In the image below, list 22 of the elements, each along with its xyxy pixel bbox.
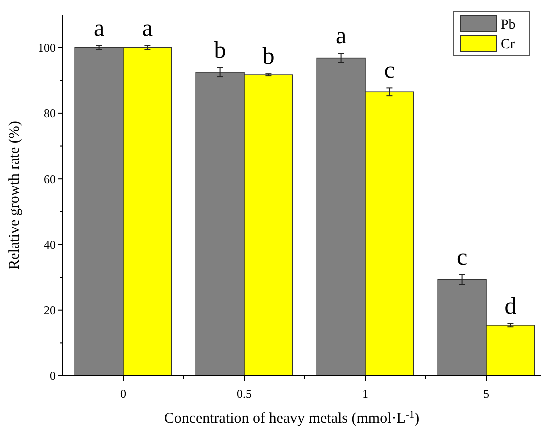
annotation: a: [142, 16, 154, 42]
y-axis-title: Relative growth rate (%): [7, 121, 23, 270]
annotation: a: [94, 16, 105, 42]
annotation: a: [336, 24, 347, 50]
annotation: d: [504, 294, 517, 320]
x-tick-label: 5: [484, 387, 490, 401]
x-axis-title: Concentration of heavy metals (mmol·L$^{-1}$): [164, 410, 420, 427]
annotation: b: [262, 44, 275, 70]
legend-label: Pb: [501, 18, 516, 33]
y-tick-label: 80: [44, 106, 56, 121]
y-tick-label: 40: [44, 238, 56, 252]
y-tick-label: 60: [44, 172, 56, 186]
annotation: b: [214, 38, 226, 64]
x-tick-label: 1: [362, 387, 368, 401]
x-tick-label: 0.5: [237, 387, 252, 401]
x-tick-label: 0: [120, 387, 126, 401]
legend-label: Cr: [501, 37, 516, 52]
y-tick-label: 100: [38, 41, 56, 56]
y-tick-label: 0: [50, 369, 56, 384]
annotation: c: [384, 58, 396, 84]
annotation: c: [456, 244, 468, 271]
y-tick-label: 20: [44, 304, 56, 318]
